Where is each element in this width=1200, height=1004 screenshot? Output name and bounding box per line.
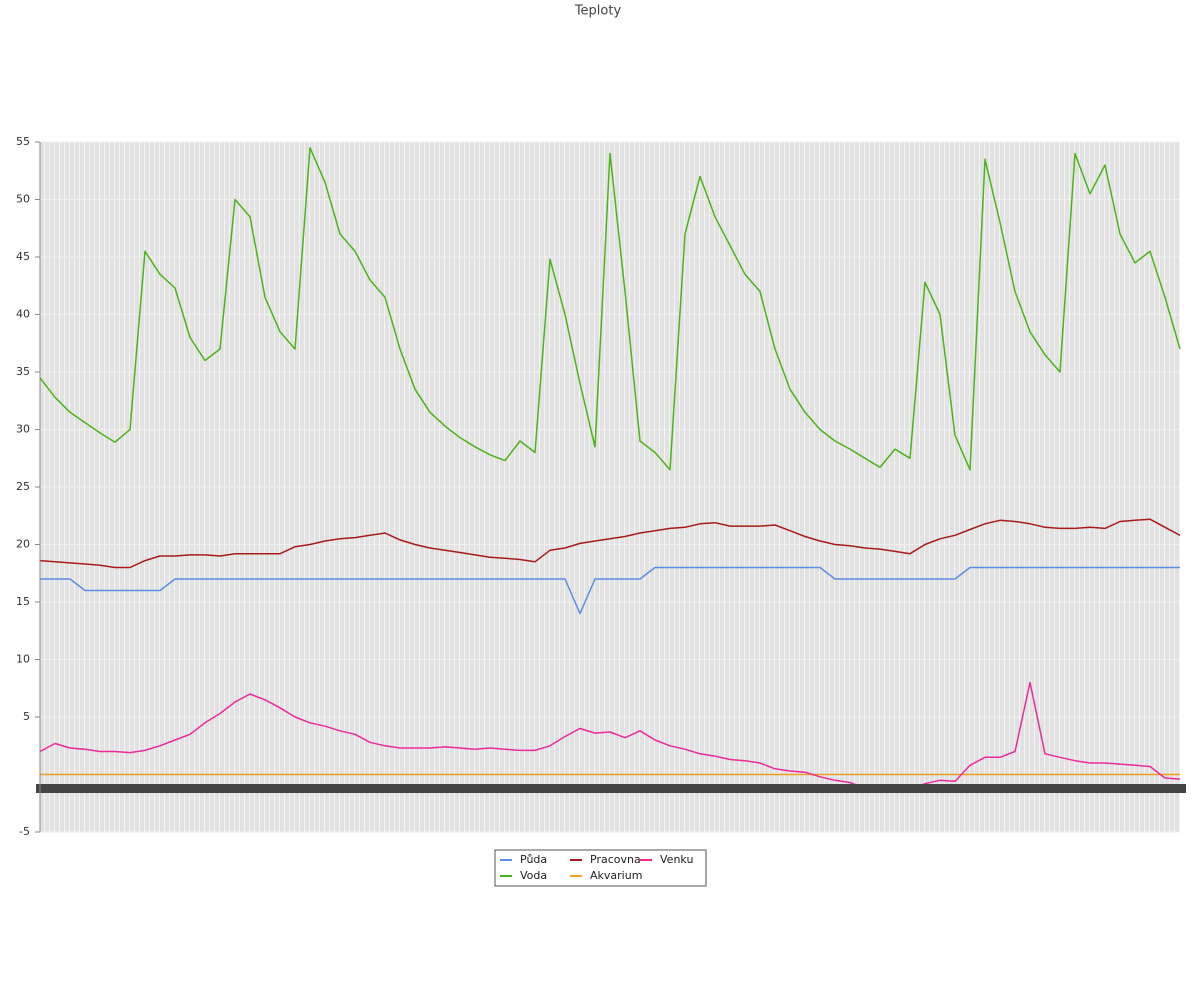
y-tick-label: 35 [16, 365, 30, 378]
series-line [39, 681, 1181, 793]
x-axis-labels-band [36, 784, 1186, 793]
series-line [39, 147, 1181, 471]
y-tick-label: -5 [19, 825, 30, 838]
series-line [40, 566, 1180, 615]
y-tick-label: 45 [16, 250, 30, 263]
y-tick-label: 50 [16, 193, 30, 206]
y-tick-label: 25 [16, 480, 30, 493]
y-tick-label: 30 [16, 423, 30, 436]
legend-label: Voda [520, 869, 547, 882]
y-tick-label: 5 [23, 710, 30, 723]
legend-label: Půda [520, 853, 547, 866]
chart-title: Teploty [574, 4, 622, 19]
y-tick-label: 15 [16, 595, 30, 608]
legend-label: Akvarium [590, 869, 642, 882]
grid: -5 5 10 15 20 25 30 35 40 45 50 55 [16, 135, 1180, 838]
legend-label: Pracovna [590, 853, 641, 866]
legend-box [494, 849, 707, 887]
series-line [39, 518, 1181, 569]
legend-label: Venku [660, 853, 693, 866]
y-tick-label: 55 [16, 135, 30, 148]
lines [39, 147, 1181, 793]
legend: Půda Voda Pracovna Akvarium Venku [494, 849, 707, 887]
y-tick-label: 20 [16, 538, 30, 551]
y-tick-label: 40 [16, 308, 30, 321]
y-tick-label: 10 [16, 653, 30, 666]
